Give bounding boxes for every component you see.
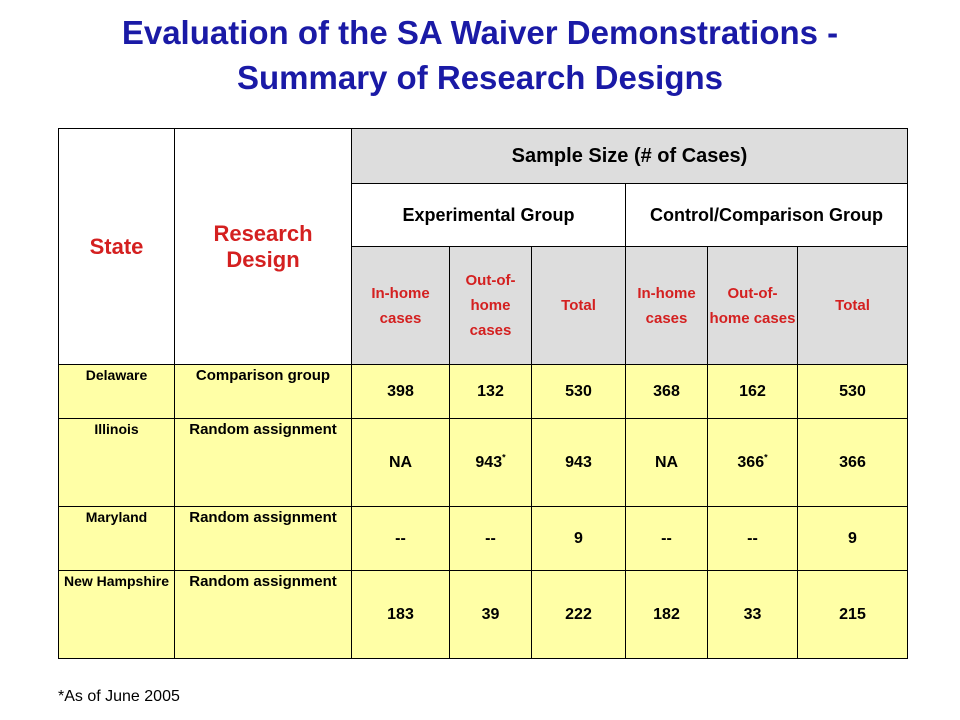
- value-cell: --: [449, 506, 532, 571]
- page-title: Evaluation of the SA Waiver Demonstratio…: [0, 10, 960, 100]
- value-cell: 215: [797, 570, 908, 659]
- design-cell: Random assignment: [174, 570, 352, 659]
- design-cell: Random assignment: [174, 418, 352, 507]
- table-row: New Hampshire Random assignment 183 39 2…: [58, 570, 908, 659]
- state-cell: Delaware: [58, 364, 175, 419]
- table-row: Maryland Random assignment -- -- 9 -- --…: [58, 506, 908, 571]
- exp-out-of-home-header: Out-of-home cases: [449, 246, 532, 365]
- value-cell: 366*: [707, 418, 798, 507]
- research-design-header: Research Design: [174, 128, 352, 365]
- state-header: State: [58, 128, 175, 365]
- value-cell: 182: [625, 570, 708, 659]
- exp-in-home-header: In-home cases: [351, 246, 450, 365]
- value-cell: NA: [351, 418, 450, 507]
- table-row: Illinois Random assignment NA 943* 943 N…: [58, 418, 908, 507]
- footnote: *As of June 2005: [58, 688, 180, 705]
- footnote-marker: *: [764, 452, 768, 463]
- value-cell: 368: [625, 364, 708, 419]
- state-cell: Illinois: [58, 418, 175, 507]
- experimental-group-header: Experimental Group: [351, 183, 626, 247]
- value-cell: 943: [531, 418, 626, 507]
- value-cell: --: [625, 506, 708, 571]
- value-cell: 9: [531, 506, 626, 571]
- title-line-2: Summary of Research Designs: [236, 59, 724, 96]
- value-text: 366: [737, 453, 765, 471]
- value-cell: 162: [707, 364, 798, 419]
- sample-size-header: Sample Size (# of Cases): [351, 128, 908, 184]
- design-cell: Comparison group: [174, 364, 352, 419]
- value-cell: 183: [351, 570, 450, 659]
- value-cell: 33: [707, 570, 798, 659]
- value-cell: NA: [625, 418, 708, 507]
- research-designs-table: State Research Design Sample Size (# of …: [58, 128, 908, 659]
- control-group-header: Control/Comparison Group: [625, 183, 908, 247]
- value-cell: 222: [531, 570, 626, 659]
- exp-total-header: Total: [531, 246, 626, 365]
- value-cell: 530: [797, 364, 908, 419]
- value-cell: 366: [797, 418, 908, 507]
- value-cell: 9: [797, 506, 908, 571]
- ctrl-total-header: Total: [797, 246, 908, 365]
- state-cell: Maryland: [58, 506, 175, 571]
- value-cell: --: [351, 506, 450, 571]
- state-cell: New Hampshire: [58, 570, 175, 659]
- table-row: Delaware Comparison group 398 132 530 36…: [58, 364, 908, 419]
- value-cell: 39: [449, 570, 532, 659]
- design-cell: Random assignment: [174, 506, 352, 571]
- value-cell: 530: [531, 364, 626, 419]
- ctrl-out-of-home-header: Out-of-home cases: [707, 246, 798, 365]
- ctrl-in-home-header: In-home cases: [625, 246, 708, 365]
- footnote-marker: *: [502, 452, 506, 463]
- title-line-1: Evaluation of the SA Waiver Demonstratio…: [121, 14, 839, 51]
- value-cell: --: [707, 506, 798, 571]
- value-cell: 398: [351, 364, 450, 419]
- value-cell: 132: [449, 364, 532, 419]
- value-cell: 943*: [449, 418, 532, 507]
- value-text: 943: [475, 453, 503, 471]
